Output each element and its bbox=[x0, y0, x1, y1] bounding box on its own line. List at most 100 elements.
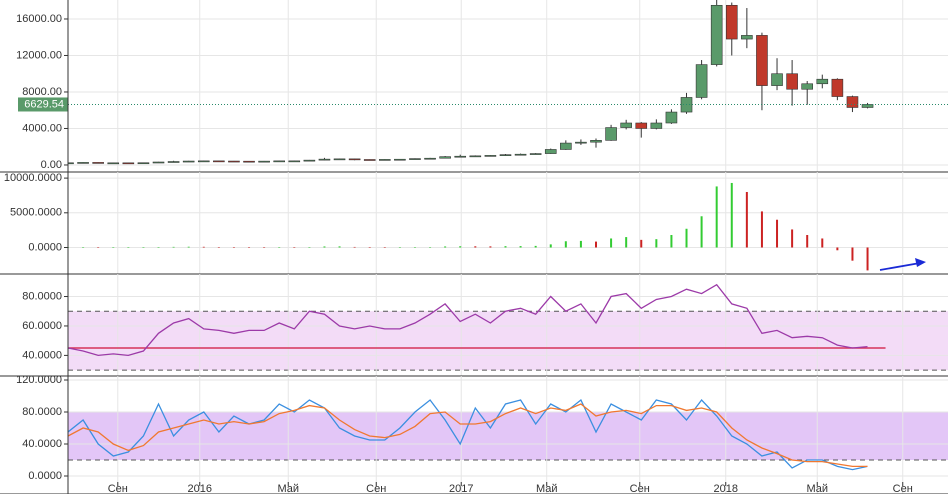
histogram-bar bbox=[338, 246, 341, 248]
candle-body bbox=[756, 35, 768, 86]
y-tick-label: 60.0000 bbox=[22, 320, 62, 332]
candle-body bbox=[469, 155, 482, 158]
arrow bbox=[879, 262, 921, 271]
histogram-bar bbox=[383, 247, 386, 248]
candle-body bbox=[605, 127, 617, 141]
candle-body bbox=[741, 35, 753, 40]
histogram-bar bbox=[791, 229, 794, 248]
candle-body bbox=[107, 162, 120, 165]
candle-body bbox=[771, 73, 783, 86]
candle-body bbox=[635, 122, 648, 129]
histogram-bar bbox=[202, 246, 205, 248]
candle-body bbox=[650, 122, 663, 129]
histogram-bar bbox=[760, 211, 763, 248]
candle-body bbox=[137, 162, 150, 165]
y-tick-label: 12000.00 bbox=[16, 49, 62, 61]
pane bbox=[68, 376, 948, 494]
candle-body bbox=[318, 158, 331, 161]
pane bbox=[68, 0, 948, 172]
candle-body bbox=[167, 161, 180, 163]
x-tick-label: 2018 bbox=[713, 483, 737, 494]
candle-body bbox=[122, 162, 135, 165]
histogram-bar bbox=[836, 247, 839, 251]
histogram-bar bbox=[187, 246, 190, 248]
x-tick-label: Май bbox=[536, 483, 558, 494]
histogram-bar bbox=[549, 244, 552, 248]
x-tick-label: Сен bbox=[108, 483, 128, 494]
candle-body bbox=[182, 160, 195, 163]
last-price-box bbox=[18, 97, 68, 112]
histogram-bar bbox=[413, 247, 416, 248]
candle-body bbox=[363, 159, 376, 161]
candle-body bbox=[575, 141, 587, 144]
histogram-bar bbox=[142, 247, 145, 248]
histogram-bar bbox=[82, 247, 85, 248]
histogram-bar bbox=[97, 247, 100, 248]
x-tick-label: Сен bbox=[630, 483, 650, 494]
histogram-bar bbox=[610, 238, 613, 248]
last-price-label: 6629.54 bbox=[24, 98, 64, 110]
histogram-bar bbox=[730, 182, 733, 248]
histogram-bar bbox=[866, 247, 869, 271]
histogram-bar bbox=[504, 246, 507, 248]
candle-body bbox=[710, 4, 723, 65]
candle-body bbox=[213, 160, 225, 163]
candle-body bbox=[288, 160, 301, 163]
candle-body bbox=[228, 160, 240, 163]
histogram-bar bbox=[670, 235, 673, 248]
y-tick-label: 80.0000 bbox=[22, 406, 62, 418]
histogram-bar bbox=[112, 247, 115, 248]
histogram-bar bbox=[851, 247, 854, 261]
candle-body bbox=[514, 153, 527, 156]
histogram-bar bbox=[217, 247, 220, 248]
series-line bbox=[68, 398, 868, 471]
candle-body bbox=[77, 162, 89, 164]
x-tick-label: 2017 bbox=[449, 483, 473, 494]
histogram-bar bbox=[776, 219, 779, 248]
histogram-bar bbox=[263, 247, 266, 248]
candle-body bbox=[499, 154, 512, 156]
candle-body bbox=[861, 104, 874, 108]
series-line bbox=[68, 403, 868, 468]
histogram-bar bbox=[368, 247, 371, 248]
histogram-bar bbox=[595, 241, 597, 248]
x-tick-label: Май bbox=[806, 483, 828, 494]
y-tick-label: 0.0000 bbox=[28, 470, 62, 482]
y-tick-label: 5000.0000 bbox=[10, 207, 62, 219]
candle-body bbox=[378, 159, 391, 161]
candle-body bbox=[303, 159, 316, 162]
histogram-bar bbox=[745, 191, 748, 248]
histogram-bar bbox=[127, 247, 130, 248]
histogram-bar bbox=[308, 247, 311, 248]
histogram-bar bbox=[715, 186, 718, 248]
histogram-bar bbox=[700, 216, 703, 248]
histogram-bar bbox=[806, 235, 809, 248]
candle-body bbox=[529, 153, 542, 155]
candle-body bbox=[801, 83, 814, 90]
candle-body bbox=[544, 149, 557, 154]
histogram-bar bbox=[248, 247, 251, 248]
candle-body bbox=[831, 78, 844, 97]
y-tick-label: 16000.00 bbox=[16, 13, 62, 25]
candle-body bbox=[590, 140, 602, 143]
histogram-bar bbox=[157, 247, 160, 248]
histogram-bar bbox=[278, 247, 281, 248]
candle-body bbox=[665, 111, 678, 124]
candle-body bbox=[846, 96, 859, 108]
x-tick-label: 2016 bbox=[188, 483, 212, 494]
candle-body bbox=[620, 122, 632, 128]
histogram-bar bbox=[323, 246, 326, 248]
pane bbox=[68, 274, 948, 376]
candle-body bbox=[725, 4, 738, 40]
y-tick-label: 40.0000 bbox=[22, 438, 62, 450]
candle-body bbox=[333, 158, 346, 161]
histogram-bar bbox=[353, 246, 356, 248]
candle-body bbox=[560, 142, 572, 150]
candle-body bbox=[92, 162, 104, 164]
histogram-bar bbox=[625, 237, 628, 248]
candle-body bbox=[243, 160, 255, 163]
candle-body bbox=[258, 160, 270, 163]
candle-body bbox=[454, 155, 467, 158]
candle-body bbox=[348, 158, 361, 161]
histogram-bar bbox=[232, 247, 235, 248]
